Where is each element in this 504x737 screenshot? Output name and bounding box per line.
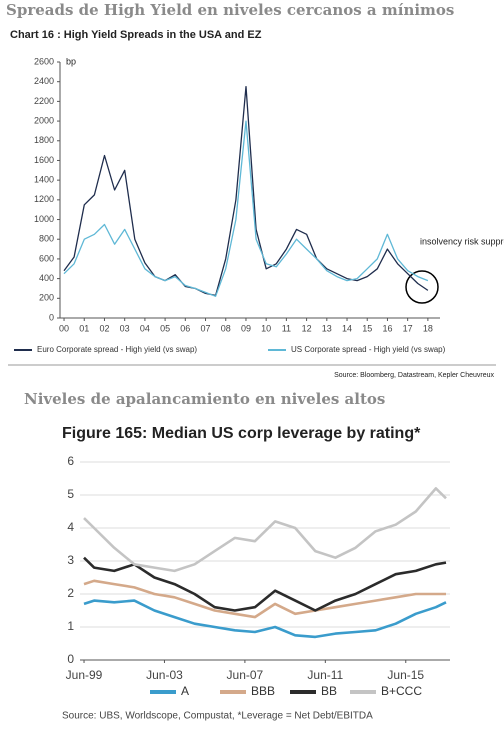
- series-line: [83, 599, 447, 639]
- x-tick-label: 01: [79, 323, 89, 333]
- x-tick-label: 00: [59, 323, 69, 333]
- section-title: Niveles de apalancamiento en niveles alt…: [24, 390, 385, 408]
- legend-label: B+CCC: [381, 684, 422, 698]
- x-tick-label: 17: [403, 323, 413, 333]
- series-line: [63, 120, 429, 297]
- x-tick-label: Jun-15: [387, 668, 424, 682]
- y-tick-label: 6: [67, 454, 74, 468]
- x-tick-label: Jun-99: [66, 668, 103, 682]
- x-tick-label: 08: [221, 323, 231, 333]
- source: Source: UBS, Worldscope, Compustat, *Lev…: [62, 711, 373, 722]
- x-tick-label: Jun-11: [307, 668, 343, 682]
- annotation: insolvency risk suppressed: [420, 236, 504, 246]
- y-tick-label: 2400: [34, 76, 54, 86]
- y-tick-label: 1800: [34, 135, 54, 145]
- x-tick-label: 02: [99, 323, 109, 333]
- x-tick-label: 04: [140, 323, 150, 333]
- legend-label: US Corporate spread - High yield (vs swa…: [291, 345, 446, 354]
- x-tick-label: 15: [362, 323, 372, 333]
- x-tick-label: 05: [160, 323, 170, 333]
- legend-label: A: [181, 684, 189, 698]
- y-tick-label: 1400: [34, 175, 54, 185]
- y-tick-label: 1600: [34, 155, 54, 165]
- legend-label: Euro Corporate spread - High yield (vs s…: [37, 345, 197, 354]
- x-tick-label: 07: [201, 323, 211, 333]
- y-tick-label: 5: [67, 487, 74, 501]
- x-tick-label: 06: [180, 323, 190, 333]
- x-tick-label: 16: [382, 323, 392, 333]
- source: Source: Bloomberg, Datastream, Kepler Ch…: [334, 372, 494, 379]
- y-tick-label: 400: [39, 273, 54, 283]
- y-tick-label: 2000: [34, 115, 54, 125]
- chart-title: Chart 16 : High Yield Spreads in the USA…: [10, 29, 262, 41]
- chart-title: Figure 165: Median US corp leverage by r…: [62, 425, 421, 442]
- section-title: Spreads de High Yield en niveles cercano…: [6, 1, 454, 19]
- y-unit: bp: [66, 56, 76, 66]
- y-tick-label: 800: [39, 234, 54, 244]
- series-line: [83, 487, 447, 573]
- y-tick-label: 1000: [34, 214, 54, 224]
- x-tick-label: Jun-03: [146, 668, 183, 682]
- y-tick-label: 2200: [34, 96, 54, 106]
- y-tick-label: 2600: [34, 56, 54, 66]
- legend-label: BBB: [251, 684, 275, 698]
- series-line: [83, 556, 447, 612]
- y-tick-label: 0: [49, 312, 54, 322]
- y-tick-label: 2: [67, 586, 74, 600]
- x-tick-label: Jun-07: [227, 668, 264, 682]
- legend-label: BB: [321, 684, 337, 698]
- x-tick-label: 03: [120, 323, 130, 333]
- x-tick-label: 09: [241, 323, 251, 333]
- y-tick-label: 3: [67, 553, 74, 567]
- y-tick-label: 1200: [34, 194, 54, 204]
- y-tick-label: 600: [39, 253, 54, 263]
- x-tick-label: 12: [302, 323, 312, 333]
- x-tick-label: 11: [282, 323, 291, 333]
- annotation-circle: [405, 270, 439, 304]
- series-line: [63, 85, 429, 297]
- x-tick-label: 10: [261, 323, 271, 333]
- x-tick-label: 14: [342, 323, 352, 333]
- x-tick-label: 13: [322, 323, 332, 333]
- y-tick-label: 200: [39, 293, 54, 303]
- y-tick-label: 1: [67, 619, 74, 633]
- series-line: [83, 579, 446, 619]
- x-tick-label: 18: [423, 323, 433, 333]
- y-tick-label: 4: [67, 520, 74, 534]
- y-tick-label: 0: [67, 652, 74, 666]
